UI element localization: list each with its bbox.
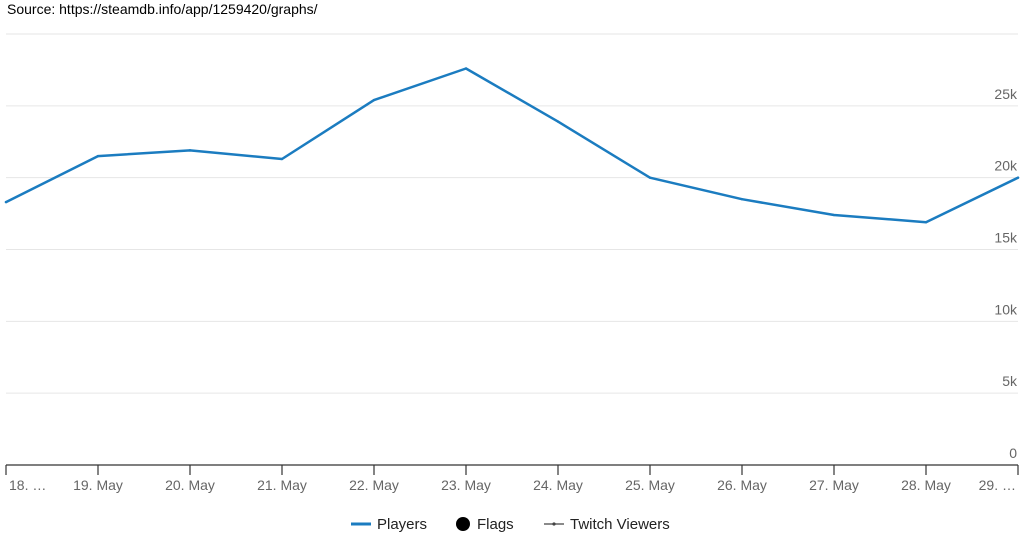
y-tick-label: 0 (1009, 445, 1017, 461)
x-tick-label: 21. May (257, 477, 307, 493)
y-tick-label: 5k (1002, 373, 1018, 389)
legend-item-flags[interactable]: Flags (456, 516, 514, 533)
x-tick-label: 22. May (349, 477, 399, 493)
data-point (188, 149, 192, 152)
legend[interactable]: Players Flags Twitch Viewers (351, 516, 670, 533)
y-axis-ticks: 0 5k 10k 15k 20k 25k (994, 86, 1018, 461)
x-tick-label: 25. May (625, 477, 675, 493)
series-line-players (4, 67, 1020, 224)
legend-label-flags: Flags (477, 516, 514, 533)
data-point (648, 176, 652, 179)
data-point (280, 157, 284, 161)
y-tick-label: 25k (994, 86, 1018, 102)
x-tick-label: 28. May (901, 477, 951, 493)
x-tick-label: 29. … (979, 477, 1016, 493)
legend-swatch-flags (456, 517, 470, 531)
grid-lines (6, 33, 1018, 394)
series-lines (4, 67, 1020, 224)
legend-swatch-twitch-dot (552, 522, 556, 526)
x-tick-label: 20. May (165, 477, 215, 493)
data-point (464, 67, 468, 70)
x-tick-label: 27. May (809, 477, 859, 493)
data-point (1016, 176, 1020, 179)
x-axis: 18. … 19. May 20. May 21. May 22. May 23. May… (5, 464, 1019, 493)
y-tick-label: 15k (994, 230, 1018, 246)
y-tick-label: 20k (994, 158, 1018, 174)
data-point (4, 200, 8, 204)
data-point (372, 98, 376, 102)
x-tick-label: 24. May (533, 477, 583, 493)
y-tick-label: 10k (994, 301, 1018, 317)
legend-item-twitch-viewers[interactable]: Twitch Viewers (544, 516, 670, 533)
data-point (96, 154, 100, 158)
legend-label-players: Players (377, 516, 427, 533)
source-text: Source: https://steamdb.info/app/1259420… (7, 1, 318, 17)
x-tick-label: 26. May (717, 477, 767, 493)
legend-label-twitch-viewers: Twitch Viewers (570, 516, 670, 533)
x-tick-label: 23. May (441, 477, 491, 493)
legend-item-players[interactable]: Players (351, 516, 427, 533)
x-tick-label: 18. … (9, 477, 46, 493)
data-point (832, 213, 836, 217)
data-point (740, 198, 744, 201)
data-point (924, 221, 928, 224)
data-point (556, 120, 560, 123)
x-tick-label: 19. May (73, 477, 123, 493)
